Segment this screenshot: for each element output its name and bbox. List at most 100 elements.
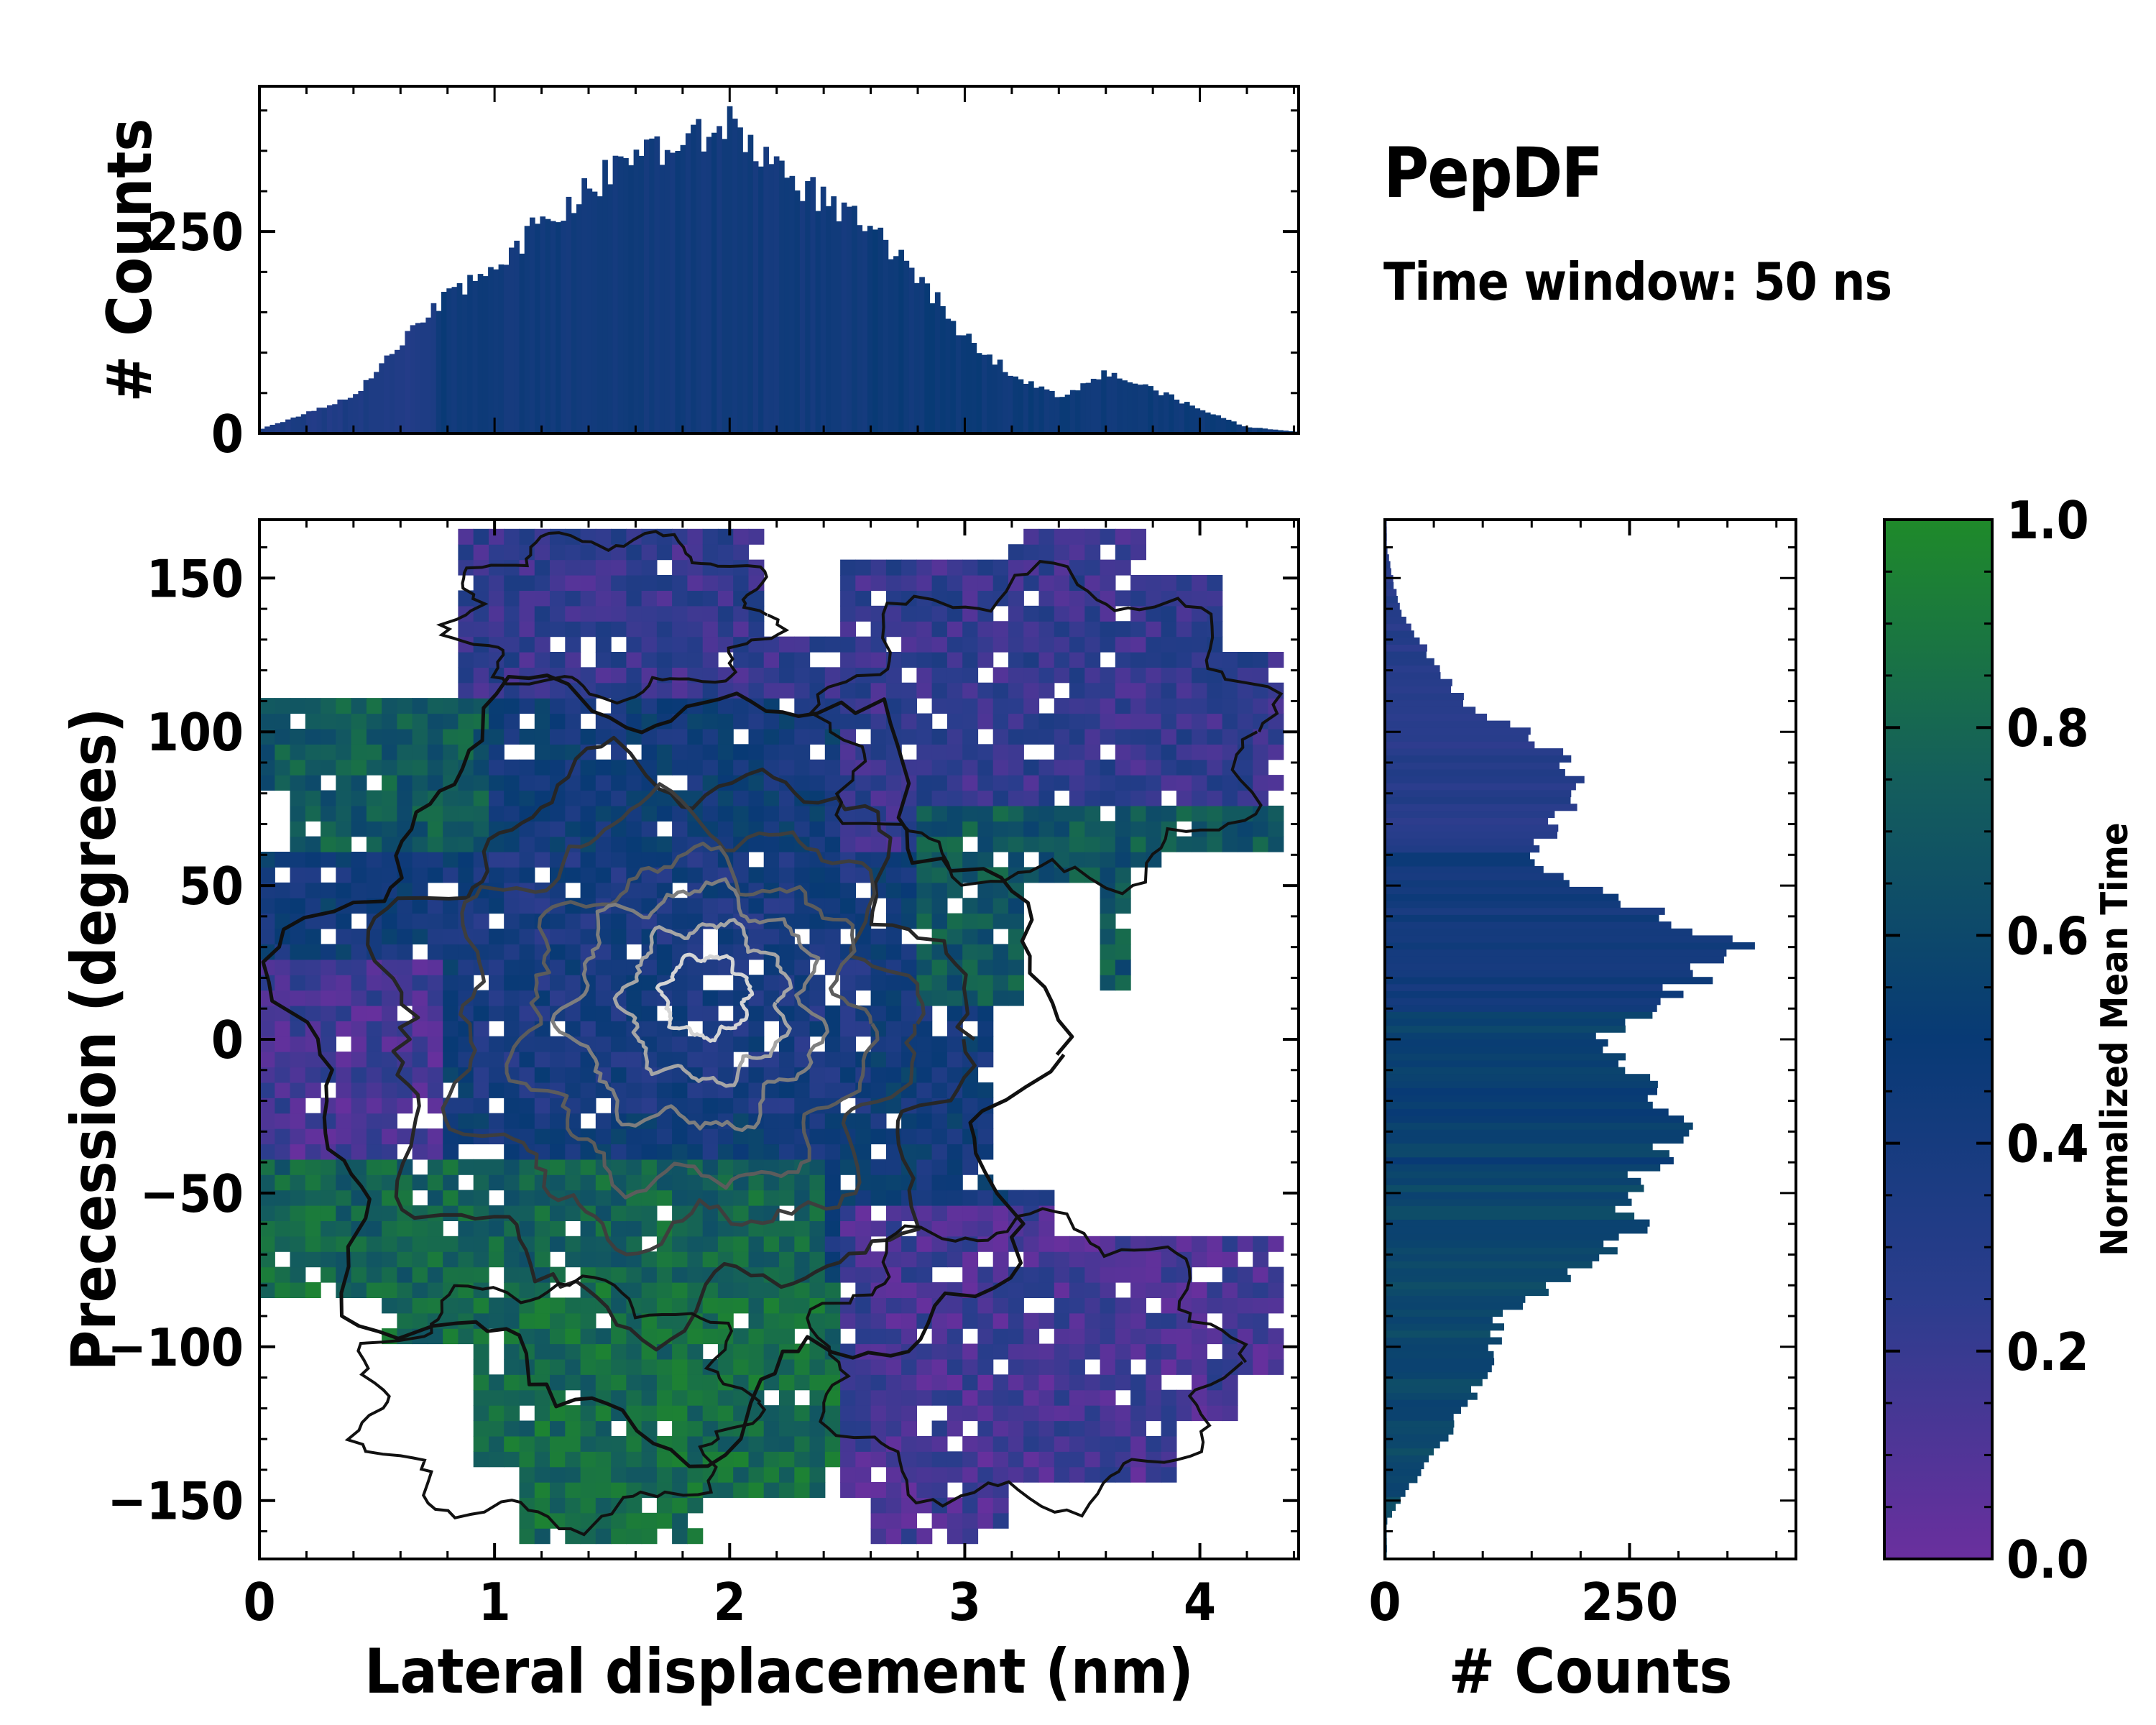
heatmap-cell: [824, 1067, 841, 1083]
heatmap-cell: [1100, 621, 1116, 638]
heatmap-cell: [504, 836, 520, 852]
right-histogram-bar: [1385, 1046, 1603, 1054]
heatmap-cell: [1069, 1389, 1085, 1406]
heatmap-cell: [641, 1220, 658, 1237]
heatmap-cell: [1115, 882, 1131, 898]
heatmap-cell: [1038, 590, 1055, 607]
right-histogram-bar: [1385, 1427, 1454, 1435]
heatmap-cell: [1069, 713, 1085, 730]
heatmap-cell: [504, 682, 520, 699]
heatmap-cell: [962, 1358, 979, 1375]
heatmap-cell: [336, 882, 352, 898]
heatmap-cell: [916, 882, 933, 898]
heatmap-cell: [656, 744, 673, 760]
right-histogram-bar: [1385, 866, 1544, 874]
heatmap-cell: [427, 1159, 443, 1175]
heatmap-cell: [687, 759, 704, 776]
heatmap-cell: [901, 652, 917, 668]
heatmap-cell: [855, 559, 872, 576]
top-histogram-bar: [826, 206, 831, 433]
heatmap-cell: [656, 1128, 673, 1145]
heatmap-cell: [351, 1236, 367, 1252]
heatmap-cell: [809, 667, 826, 684]
heatmap-cell: [1115, 790, 1131, 806]
heatmap-cell: [412, 1021, 428, 1037]
heatmap-cell: [382, 1266, 397, 1283]
heatmap-cell: [626, 1236, 642, 1252]
heatmap-cell: [443, 913, 459, 929]
heatmap-cell: [473, 1190, 489, 1206]
heatmap-cell: [504, 1420, 520, 1437]
heatmap-cell: [748, 805, 765, 822]
right-histogram-bar: [1385, 880, 1570, 888]
heatmap-cell: [1038, 528, 1055, 545]
heatmap-cell: [748, 1005, 765, 1021]
heatmap-cell: [489, 852, 505, 868]
heatmap-cell: [412, 836, 428, 852]
heatmap-cell: [1161, 621, 1177, 638]
heatmap-cell: [748, 1128, 765, 1145]
heatmap-cell: [427, 913, 443, 929]
heatmap-cell: [870, 1266, 887, 1283]
heatmap-cell: [1146, 1282, 1162, 1298]
heatmap-cell: [626, 775, 642, 791]
heatmap-cell: [534, 1435, 550, 1452]
heatmap-cell: [885, 559, 902, 576]
heatmap-cell: [1069, 682, 1085, 699]
top-histogram-bar: [1028, 381, 1034, 433]
heatmap-cell: [1207, 1405, 1223, 1422]
colorbar-tick-label: 0.6: [2007, 906, 2089, 966]
heatmap-cell: [901, 1067, 917, 1083]
heatmap-cell: [382, 1036, 397, 1052]
heatmap-cell: [1207, 698, 1223, 714]
heatmap-cell: [534, 590, 550, 607]
heatmap-cell: [1237, 759, 1253, 776]
heatmap-cell: [946, 667, 963, 684]
heatmap-cell: [305, 1282, 321, 1298]
heatmap-cell: [672, 575, 688, 591]
heatmap-cell: [473, 1236, 489, 1252]
heatmap-cell: [1054, 821, 1070, 837]
heatmap-cell: [1207, 790, 1223, 806]
heatmap-cell: [1115, 1312, 1131, 1329]
heatmap-cell: [687, 1389, 704, 1406]
heatmap-cell: [336, 759, 352, 776]
heatmap-cell: [870, 1159, 887, 1175]
heatmap-cell: [931, 913, 948, 929]
heatmap-cell: [931, 759, 948, 776]
heatmap-cell: [885, 1021, 902, 1037]
heatmap-cell: [931, 990, 948, 1006]
heatmap-cell: [321, 836, 336, 852]
heatmap-cell: [717, 698, 734, 714]
main-x-axis-label: Lateral displacement (nm): [364, 1636, 1194, 1708]
top-histogram-bar: [997, 359, 1003, 433]
heatmap-cell: [550, 944, 566, 960]
heatmap-cell: [382, 713, 397, 730]
heatmap-cell: [946, 775, 963, 791]
heatmap-cell: [809, 1435, 826, 1452]
top-histogram-bar: [591, 191, 598, 433]
heatmap-cell: [1146, 775, 1162, 791]
heatmap-cell: [1115, 1343, 1131, 1360]
heatmap-cell: [336, 1190, 352, 1206]
heatmap-cell: [1084, 790, 1101, 806]
heatmap-cell: [672, 1190, 688, 1206]
heatmap-cell: [916, 913, 933, 929]
heatmap-cell: [901, 805, 917, 822]
heatmap-cell: [687, 1082, 704, 1098]
heatmap-cell: [290, 1205, 306, 1221]
heatmap-cell: [855, 1328, 872, 1345]
heatmap-cell: [855, 590, 872, 607]
heatmap-cell: [1176, 698, 1192, 714]
heatmap-cell: [336, 1128, 352, 1145]
heatmap-cell: [962, 728, 979, 745]
heatmap-cell: [962, 944, 979, 960]
top-histogram-bar: [847, 206, 852, 433]
heatmap-cell: [611, 1343, 627, 1360]
top-histogram-bar: [836, 221, 842, 433]
right-histogram-bar: [1385, 610, 1402, 617]
heatmap-cell: [1207, 575, 1223, 591]
right-histogram-bar: [1385, 727, 1531, 735]
heatmap-cell: [1130, 805, 1146, 822]
heatmap-cell: [519, 1389, 535, 1406]
